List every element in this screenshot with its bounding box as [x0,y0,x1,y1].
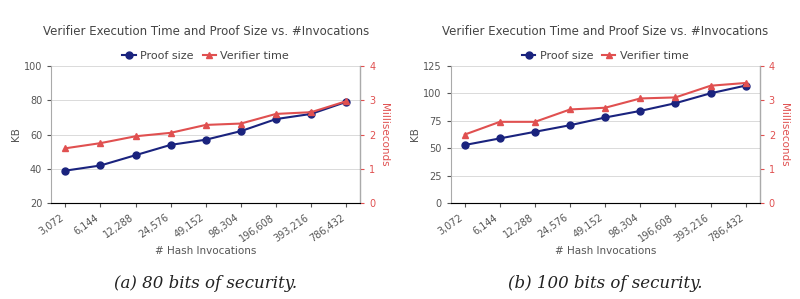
Y-axis label: KB: KB [410,128,420,141]
Title: Verifier Execution Time and Proof Size vs. #Invocations: Verifier Execution Time and Proof Size v… [42,25,369,38]
Title: Verifier Execution Time and Proof Size vs. #Invocations: Verifier Execution Time and Proof Size v… [442,25,768,38]
Legend: Proof size, Verifier time: Proof size, Verifier time [518,47,693,65]
Y-axis label: Milliseconds: Milliseconds [779,103,789,166]
Text: (a) 80 bits of security.: (a) 80 bits of security. [114,275,298,292]
X-axis label: # Hash Invocations: # Hash Invocations [554,246,656,256]
Text: (b) 100 bits of security.: (b) 100 bits of security. [508,275,702,292]
Y-axis label: KB: KB [11,128,21,141]
X-axis label: # Hash Invocations: # Hash Invocations [155,246,257,256]
Legend: Proof size, Verifier time: Proof size, Verifier time [118,47,294,65]
Y-axis label: Milliseconds: Milliseconds [379,103,390,166]
